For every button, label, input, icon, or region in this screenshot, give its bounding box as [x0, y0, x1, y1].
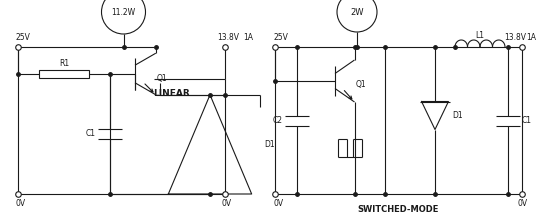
Bar — [39, 70, 89, 78]
Text: Q1: Q1 — [156, 74, 167, 83]
Text: C2: C2 — [273, 116, 283, 125]
Text: 11.2W: 11.2W — [111, 7, 136, 16]
Text: D1: D1 — [264, 140, 275, 149]
Text: D1: D1 — [452, 111, 463, 120]
Text: Q1: Q1 — [356, 81, 367, 90]
Text: SWITCHED-MODE: SWITCHED-MODE — [358, 205, 439, 214]
Text: 0V: 0V — [221, 200, 231, 208]
Text: 1A: 1A — [526, 32, 536, 41]
Text: 25V: 25V — [16, 32, 31, 41]
Text: R1: R1 — [59, 60, 69, 69]
Text: C1: C1 — [86, 129, 96, 138]
Text: 2W: 2W — [350, 7, 364, 16]
Text: C1: C1 — [522, 116, 532, 125]
Text: L1: L1 — [476, 30, 485, 39]
Text: 25V: 25V — [273, 32, 288, 41]
Text: 0V: 0V — [273, 200, 283, 208]
Text: 0V: 0V — [518, 200, 528, 208]
Text: 0V: 0V — [16, 200, 26, 208]
Text: LINEAR: LINEAR — [154, 90, 190, 99]
Text: 1A: 1A — [243, 32, 253, 41]
Text: 13.8V: 13.8V — [504, 32, 526, 41]
Text: 13.8V: 13.8V — [217, 32, 239, 41]
